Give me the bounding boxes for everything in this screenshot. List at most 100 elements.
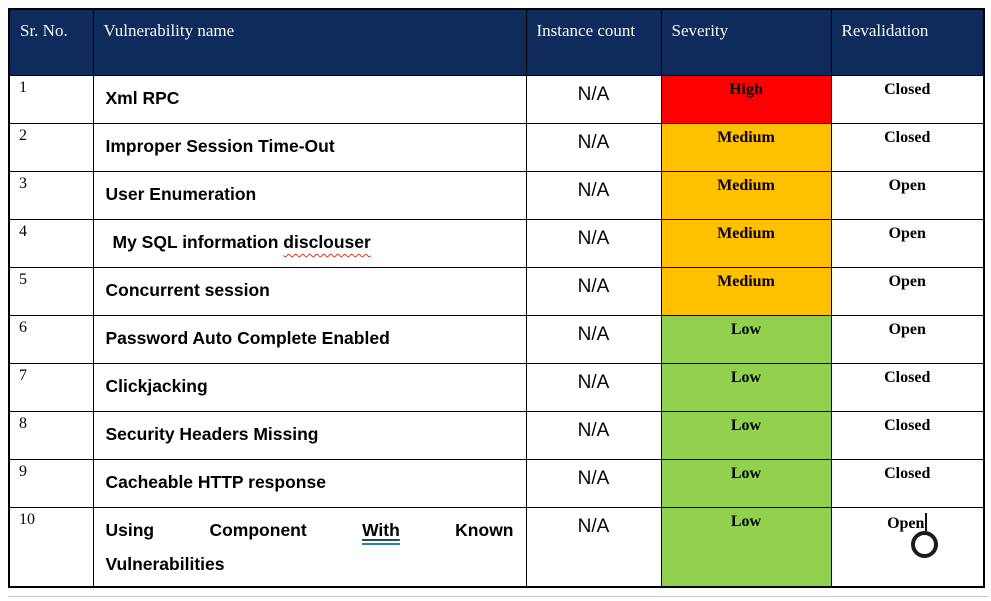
sr-no-cell[interactable]: 2 (8, 123, 94, 172)
vulnerability-table: Sr. No. Vulnerability name Instance coun… (8, 8, 985, 588)
vulnerability-name-cell[interactable]: User Enumeration (92, 171, 527, 220)
vulnerability-name-text: Cacheable HTTP response (105, 472, 326, 492)
vulnerability-name-text: Password Auto Complete Enabled (105, 328, 390, 348)
vulnerability-name-cell[interactable]: Xml RPC (92, 75, 527, 124)
vulnerability-name-text: My SQL information (112, 232, 284, 252)
vulnerability-name-cell[interactable]: Cacheable HTTP response (92, 459, 527, 508)
revalidation-label: Open (888, 177, 926, 194)
sr-no-cell[interactable]: 9 (8, 459, 94, 508)
instance-count-cell[interactable]: N/A (525, 123, 662, 172)
col-header-severity[interactable]: Severity (660, 8, 832, 76)
revalidation-cell[interactable]: Open (830, 219, 985, 268)
vulnerability-name-text: Improper Session Time-Out (105, 136, 335, 156)
revalidation-cell[interactable]: Open (830, 507, 985, 587)
instance-count-cell[interactable]: N/A (525, 267, 662, 316)
severity-label: Medium (717, 273, 775, 290)
revalidation-cell[interactable]: Open (830, 171, 985, 220)
severity-label: Low (730, 513, 762, 530)
sr-no-cell[interactable]: 6 (8, 315, 94, 364)
revalidation-label: Closed (884, 417, 931, 434)
vulnerability-name-text: Using (105, 520, 155, 540)
revalidation-cell[interactable]: Closed (830, 411, 985, 460)
revalidation-cell[interactable]: Closed (830, 75, 985, 124)
header-row: Sr. No. Vulnerability name Instance coun… (8, 8, 985, 76)
vulnerability-name-text: Clickjacking (105, 376, 208, 396)
vulnerability-name-cell[interactable]: Password Auto Complete Enabled (92, 315, 527, 364)
instance-count-cell[interactable]: N/A (525, 315, 662, 364)
severity-label: High (729, 81, 763, 98)
instance-count-cell[interactable]: N/A (525, 171, 662, 220)
table-row: 3 User Enumeration N/A Medium Open (8, 171, 985, 220)
vulnerability-name-text: disclouser (283, 232, 371, 252)
table-header: Sr. No. Vulnerability name Instance coun… (8, 8, 985, 76)
revalidation-cell[interactable]: Open (830, 315, 985, 364)
col-header-revalidation[interactable]: Revalidation (830, 8, 985, 76)
table-row: 5 Concurrent session N/A Medium Open (8, 267, 985, 316)
sr-no-cell[interactable]: 3 (8, 171, 94, 220)
sr-no-cell[interactable]: 5 (8, 267, 94, 316)
severity-label: Low (730, 465, 762, 482)
table-row: 10 Using Component With Known Vulnerabilities… (8, 507, 985, 587)
revalidation-label: Open (887, 515, 925, 532)
severity-cell[interactable]: Low (660, 411, 832, 460)
severity-cell[interactable]: Low (660, 459, 832, 508)
vulnerability-name-text: Vulnerabilities (105, 554, 225, 574)
vulnerability-name-line: Vulnerabilities (106, 552, 516, 576)
page-divider-line (8, 596, 989, 597)
vulnerability-name-cell[interactable]: Clickjacking (92, 363, 527, 412)
severity-cell[interactable]: Medium (660, 267, 832, 316)
table-row: 2 Improper Session Time-Out N/A Medium Close… (8, 123, 985, 172)
table-row: 8 Security Headers Missing N/A Low Closed (8, 411, 985, 460)
revalidation-cell[interactable]: Closed (830, 459, 985, 508)
instance-count-cell[interactable]: N/A (525, 75, 662, 124)
severity-label: Medium (717, 129, 775, 146)
sr-no-cell[interactable]: 7 (8, 363, 94, 412)
table-row: 4 My SQL information disclouser N/A Medium O… (8, 219, 985, 268)
vulnerability-name-text: Security Headers Missing (105, 424, 319, 444)
instance-count-cell[interactable]: N/A (525, 219, 662, 268)
revalidation-label: Open (888, 273, 926, 290)
revalidation-cell[interactable]: Closed (830, 123, 985, 172)
severity-label: Medium (717, 225, 775, 242)
table-body: 1 Xml RPC N/A High Closed 2 Improper Session T… (8, 75, 985, 587)
vulnerability-name-cell[interactable]: My SQL information disclouser (92, 219, 527, 268)
revalidation-label: Open (888, 225, 926, 242)
revalidation-cell[interactable]: Closed (830, 363, 985, 412)
cursor-ring-icon (910, 531, 938, 558)
vulnerability-name-text: Component (209, 520, 307, 540)
severity-cell[interactable]: Medium (660, 123, 832, 172)
severity-label: Low (730, 417, 762, 434)
vulnerability-name-cell[interactable]: Security Headers Missing (92, 411, 527, 460)
col-header-sr-no[interactable]: Sr. No. (8, 8, 94, 76)
severity-label: Medium (717, 177, 775, 194)
revalidation-label: Closed (884, 465, 931, 482)
vulnerability-name-cell[interactable]: Concurrent session (92, 267, 527, 316)
revalidation-label: Closed (884, 369, 931, 386)
vulnerability-name-cell[interactable]: Using Component With Known Vulnerabilities (92, 507, 527, 587)
severity-cell[interactable]: High (660, 75, 832, 124)
severity-cell[interactable]: Low (660, 315, 832, 364)
sr-no-cell[interactable]: 10 (8, 507, 94, 587)
severity-label: Low (730, 321, 762, 338)
severity-cell[interactable]: Medium (660, 171, 832, 220)
sr-no-cell[interactable]: 8 (8, 411, 94, 460)
revalidation-cell[interactable]: Open (830, 267, 985, 316)
col-header-instance-count[interactable]: Instance count (525, 8, 662, 76)
instance-count-cell[interactable]: N/A (525, 411, 662, 460)
instance-count-cell[interactable]: N/A (525, 507, 662, 587)
sr-no-cell[interactable]: 1 (8, 75, 94, 124)
text-caret (925, 513, 928, 531)
table-row: 7 Clickjacking N/A Low Closed (8, 363, 985, 412)
table-row: 1 Xml RPC N/A High Closed (8, 75, 985, 124)
vulnerability-name-cell[interactable]: Improper Session Time-Out (92, 123, 527, 172)
vulnerability-name-text: Concurrent session (105, 280, 270, 300)
col-header-vulnerability[interactable]: Vulnerability name (92, 8, 527, 76)
severity-cell[interactable]: Low (660, 507, 832, 587)
severity-cell[interactable]: Low (660, 363, 832, 412)
revalidation-label: Closed (884, 129, 931, 146)
instance-count-cell[interactable]: N/A (525, 363, 662, 412)
instance-count-cell[interactable]: N/A (525, 459, 662, 508)
severity-label: Low (730, 369, 762, 386)
sr-no-cell[interactable]: 4 (8, 219, 94, 268)
severity-cell[interactable]: Medium (660, 219, 832, 268)
